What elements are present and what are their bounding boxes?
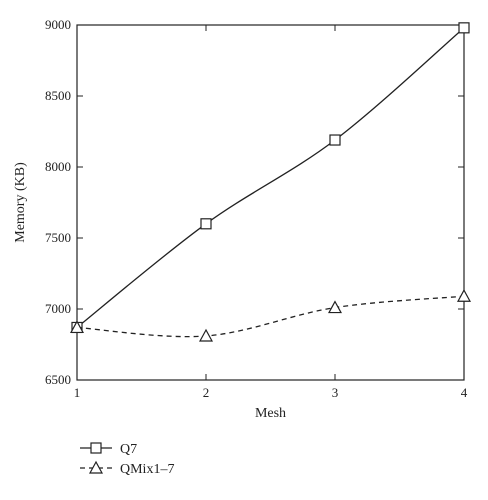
legend-label: QMix1–7 xyxy=(120,462,174,477)
legend-marker xyxy=(90,442,102,454)
data-point xyxy=(329,134,341,146)
x-tick-label: 1 xyxy=(74,385,81,400)
legend-item: Q7 xyxy=(80,442,137,457)
data-point xyxy=(69,320,85,334)
x-tick-label: 3 xyxy=(332,385,339,400)
data-point xyxy=(327,300,343,314)
y-tick-label: 6500 xyxy=(45,372,71,387)
series-layer xyxy=(69,22,472,342)
y-tick-label: 8500 xyxy=(45,88,71,103)
y-axis-ticks: 6500 7000 7500 8000 8500 9000 xyxy=(45,17,464,387)
y-tick-label: 7500 xyxy=(45,230,71,245)
x-axis-ticks: 1 2 3 4 xyxy=(74,25,468,400)
legend-label: Q7 xyxy=(120,442,137,457)
x-tick-label: 2 xyxy=(203,385,210,400)
data-point xyxy=(200,218,212,230)
series-2 xyxy=(69,288,472,342)
y-tick-label: 7000 xyxy=(45,301,71,316)
legend-marker xyxy=(88,460,104,474)
legend-item: QMix1–7 xyxy=(80,460,174,477)
x-axis-label: Mesh xyxy=(255,406,286,421)
data-point xyxy=(458,22,470,34)
y-tick-label: 9000 xyxy=(45,17,71,32)
data-point xyxy=(456,288,472,302)
series-line xyxy=(76,295,465,338)
series-1 xyxy=(71,22,470,334)
y-tick-label: 8000 xyxy=(45,159,71,174)
y-axis-label: Memory (KB) xyxy=(13,162,28,243)
data-point xyxy=(198,328,214,342)
series-line xyxy=(76,27,465,328)
x-tick-label: 4 xyxy=(461,385,468,400)
plot-frame xyxy=(76,24,465,381)
legend: Q7 QMix1–7 xyxy=(80,442,174,477)
